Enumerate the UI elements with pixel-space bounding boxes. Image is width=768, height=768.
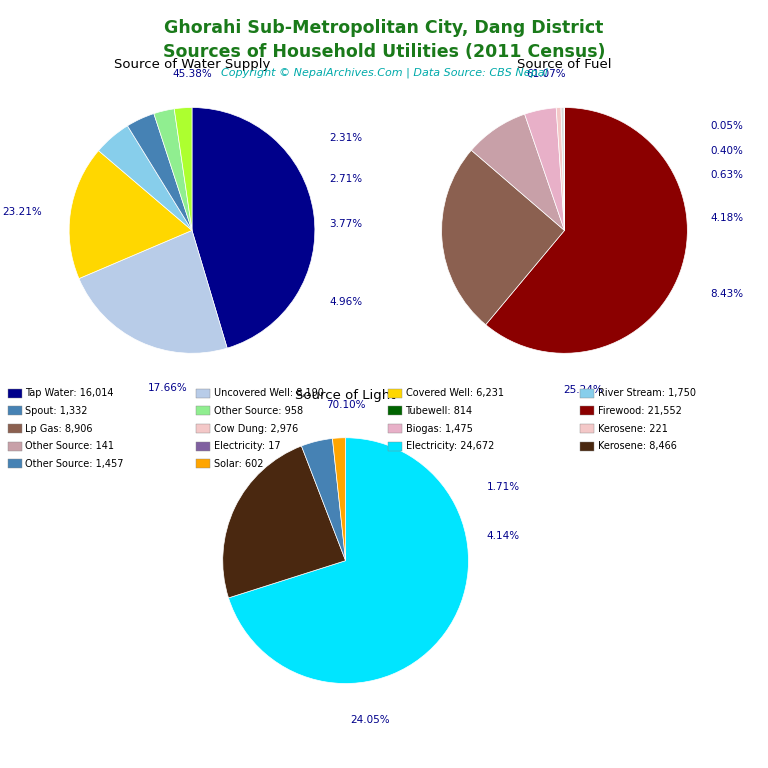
Title: Source of Fuel: Source of Fuel xyxy=(517,58,612,71)
Text: 1.71%: 1.71% xyxy=(486,482,519,492)
Wedge shape xyxy=(154,109,192,230)
Text: Ghorahi Sub-Metropolitan City, Dang District: Ghorahi Sub-Metropolitan City, Dang Dist… xyxy=(164,19,604,37)
Text: Cow Dung: 2,976: Cow Dung: 2,976 xyxy=(214,423,298,434)
Text: 8.43%: 8.43% xyxy=(710,290,743,300)
Text: Other Source: 958: Other Source: 958 xyxy=(214,406,303,416)
Text: Firewood: 21,552: Firewood: 21,552 xyxy=(598,406,681,416)
Text: 25.24%: 25.24% xyxy=(563,385,603,396)
Text: Sources of Household Utilities (2011 Census): Sources of Household Utilities (2011 Cen… xyxy=(163,43,605,61)
Text: Copyright © NepalArchives.Com | Data Source: CBS Nepal: Copyright © NepalArchives.Com | Data Sou… xyxy=(220,68,548,78)
Wedge shape xyxy=(302,439,346,561)
Text: Other Source: 141: Other Source: 141 xyxy=(25,441,114,452)
Text: Tubewell: 814: Tubewell: 814 xyxy=(406,406,472,416)
Text: 2.71%: 2.71% xyxy=(329,174,362,184)
Text: 2.31%: 2.31% xyxy=(329,133,362,144)
Text: Tap Water: 16,014: Tap Water: 16,014 xyxy=(25,388,114,399)
Text: 4.18%: 4.18% xyxy=(710,213,743,223)
Text: 4.96%: 4.96% xyxy=(329,296,362,306)
Text: 70.10%: 70.10% xyxy=(326,399,366,409)
Title: Source of Water Supply: Source of Water Supply xyxy=(114,58,270,71)
Wedge shape xyxy=(69,151,192,279)
Wedge shape xyxy=(333,438,346,561)
Text: Other Source: 1,457: Other Source: 1,457 xyxy=(25,458,124,469)
Text: 45.38%: 45.38% xyxy=(172,69,212,79)
Text: 4.14%: 4.14% xyxy=(486,531,519,541)
Text: 3.77%: 3.77% xyxy=(329,219,362,230)
Wedge shape xyxy=(442,151,564,325)
Text: Covered Well: 6,231: Covered Well: 6,231 xyxy=(406,388,504,399)
Wedge shape xyxy=(556,108,564,230)
Text: 0.40%: 0.40% xyxy=(710,145,743,156)
Wedge shape xyxy=(472,114,564,230)
Text: 23.21%: 23.21% xyxy=(2,207,42,217)
Text: Kerosene: 221: Kerosene: 221 xyxy=(598,423,667,434)
Text: Spout: 1,332: Spout: 1,332 xyxy=(25,406,88,416)
Text: River Stream: 1,750: River Stream: 1,750 xyxy=(598,388,696,399)
Text: Uncovered Well: 8,190: Uncovered Well: 8,190 xyxy=(214,388,323,399)
Wedge shape xyxy=(561,108,564,230)
Text: Solar: 602: Solar: 602 xyxy=(214,458,263,469)
Wedge shape xyxy=(229,438,468,684)
Wedge shape xyxy=(192,108,315,348)
Wedge shape xyxy=(174,108,192,230)
Wedge shape xyxy=(98,126,192,230)
Wedge shape xyxy=(525,108,564,230)
Text: 17.66%: 17.66% xyxy=(147,382,187,392)
Text: Lp Gas: 8,906: Lp Gas: 8,906 xyxy=(25,423,93,434)
Wedge shape xyxy=(223,446,346,598)
Text: Kerosene: 8,466: Kerosene: 8,466 xyxy=(598,441,677,452)
Title: Source of Light: Source of Light xyxy=(296,389,396,402)
Text: 0.05%: 0.05% xyxy=(710,121,743,131)
Text: 0.63%: 0.63% xyxy=(710,170,743,180)
Wedge shape xyxy=(79,230,227,353)
Text: 24.05%: 24.05% xyxy=(350,715,390,726)
Text: Electricity: 17: Electricity: 17 xyxy=(214,441,280,452)
Text: Electricity: 24,672: Electricity: 24,672 xyxy=(406,441,494,452)
Wedge shape xyxy=(127,114,192,230)
Wedge shape xyxy=(485,108,687,353)
Text: Biogas: 1,475: Biogas: 1,475 xyxy=(406,423,472,434)
Text: 61.07%: 61.07% xyxy=(526,69,566,79)
